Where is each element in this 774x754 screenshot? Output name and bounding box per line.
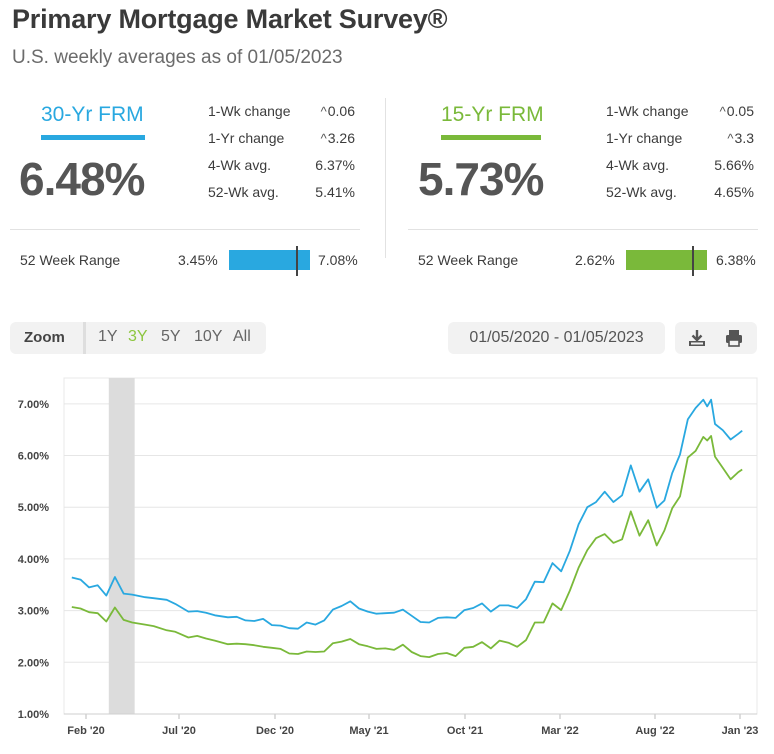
zoom-option-1y[interactable]: 1Y — [98, 328, 118, 345]
stat-label: 4-Wk avg. — [606, 157, 670, 173]
series-line-30yr — [71, 398, 743, 630]
page-title: Primary Mortgage Market Survey® — [12, 4, 448, 34]
range-high-15yr: 6.38% — [716, 252, 756, 268]
stat-value: 5.66% — [714, 157, 754, 173]
x-tick-label: Oct '21 — [447, 725, 483, 737]
zoom-option-all[interactable]: All — [233, 328, 251, 345]
stat-label: 52-Wk avg. — [208, 184, 279, 200]
stat-label: 4-Wk avg. — [208, 157, 272, 173]
range-marker-30yr — [295, 246, 298, 276]
y-tick-label: 1.00% — [18, 709, 49, 721]
stat-label: 1-Yr change — [606, 130, 683, 146]
stat-value: 4.65% — [714, 184, 754, 200]
divider — [408, 229, 758, 230]
zoom-option-5y[interactable]: 5Y — [161, 328, 181, 345]
download-icon[interactable] — [685, 326, 709, 350]
rate-underline-15yr — [441, 135, 541, 140]
x-tick-label: Dec '20 — [256, 725, 294, 737]
rate-name-15yr: 15-Yr FRM — [441, 103, 544, 126]
rate-underline-30yr — [41, 135, 145, 140]
divider — [10, 229, 360, 230]
x-tick-label: Jan '23 — [722, 725, 759, 737]
rate-value-30yr: 6.48% — [19, 153, 145, 205]
chart-actions — [675, 322, 757, 354]
range-marker-15yr — [691, 246, 694, 276]
x-tick-label: Mar '22 — [541, 725, 578, 737]
x-tick-label: Aug '22 — [635, 725, 674, 737]
caret-up-icon: ^ — [320, 131, 327, 146]
range-label-15yr: 52 Week Range — [418, 252, 519, 268]
plot-area — [63, 377, 758, 715]
recession-band — [108, 378, 135, 714]
stat-value: ^3.3 — [727, 130, 754, 146]
stat-label: 1-Wk change — [208, 103, 291, 119]
y-tick-label: 4.00% — [18, 554, 49, 566]
range-label-30yr: 52 Week Range — [20, 252, 121, 268]
stat-value: 5.41% — [315, 184, 355, 200]
rates-line-chart: 1.00% 2.00% 3.00% 4.00% 5.00% 6.00% 7.00% Feb '… — [18, 377, 759, 737]
caret-up-icon: ^ — [719, 104, 726, 119]
stat-value: ^0.05 — [719, 103, 754, 119]
print-icon[interactable] — [722, 326, 746, 350]
series-line-15yr — [71, 435, 743, 658]
caret-up-icon: ^ — [727, 131, 734, 146]
y-tick-label: 3.00% — [18, 606, 49, 618]
y-tick-label: 5.00% — [18, 502, 49, 514]
zoom-separator — [83, 322, 86, 354]
range-low-30yr: 3.45% — [178, 252, 218, 268]
stat-value: ^3.26 — [320, 130, 355, 146]
x-tick-label: May '21 — [349, 725, 388, 737]
x-tick-label: Jul '20 — [162, 725, 196, 737]
stat-value: ^0.06 — [320, 103, 355, 119]
date-range-input[interactable]: 01/05/2020 - 01/05/2023 — [448, 322, 665, 354]
page-subtitle: U.S. weekly averages as of 01/05/2023 — [12, 47, 343, 68]
stat-label: 1-Wk change — [606, 103, 689, 119]
x-tick-label: Feb '20 — [67, 725, 104, 737]
zoom-label: Zoom — [24, 329, 65, 346]
zoom-option-10y[interactable]: 10Y — [194, 328, 223, 345]
zoom-option-3y[interactable]: 3Y — [128, 328, 148, 345]
zoom-bar — [10, 322, 266, 354]
rate-name-30yr: 30-Yr FRM — [41, 103, 144, 126]
stat-label: 52-Wk avg. — [606, 184, 677, 200]
range-bar-30yr — [229, 250, 310, 270]
stat-label: 1-Yr change — [208, 130, 285, 146]
panel-divider — [385, 98, 386, 258]
y-tick-label: 7.00% — [18, 399, 49, 411]
range-bar-15yr — [626, 250, 707, 270]
rate-value-15yr: 5.73% — [418, 153, 544, 205]
caret-up-icon: ^ — [320, 104, 327, 119]
y-tick-label: 6.00% — [18, 451, 49, 463]
stat-value: 6.37% — [315, 157, 355, 173]
range-low-15yr: 2.62% — [575, 252, 615, 268]
range-high-30yr: 7.08% — [318, 252, 358, 268]
y-tick-label: 2.00% — [18, 657, 49, 669]
